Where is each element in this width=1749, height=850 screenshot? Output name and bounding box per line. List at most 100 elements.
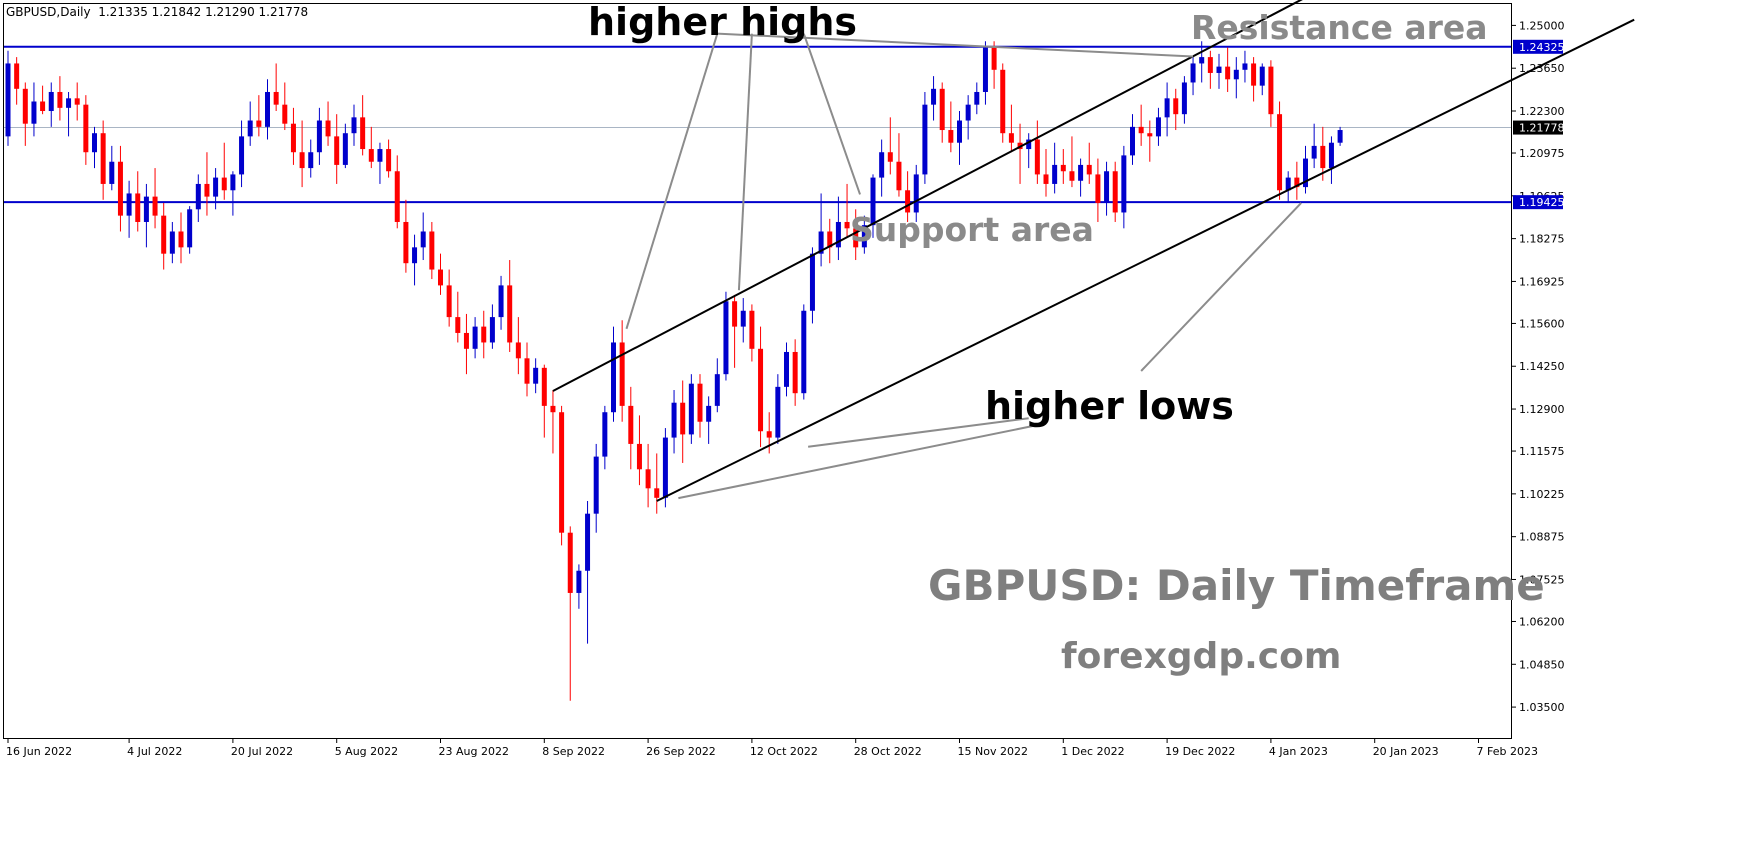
candle xyxy=(1285,171,1291,203)
candle-body xyxy=(57,91,63,108)
candle-body xyxy=(265,91,270,127)
candle xyxy=(740,298,746,343)
candle xyxy=(420,212,426,261)
candle xyxy=(161,202,167,270)
candle xyxy=(394,155,400,229)
candle-body xyxy=(662,437,668,498)
candle xyxy=(92,126,97,169)
candle xyxy=(593,443,599,533)
candle xyxy=(1225,47,1231,92)
candle-body xyxy=(1181,82,1187,115)
higher-lows-label: higher lows xyxy=(985,384,1234,428)
candle xyxy=(213,168,219,210)
candle xyxy=(117,145,123,232)
candle-body xyxy=(611,342,616,413)
candle-body xyxy=(403,221,409,264)
candle-body xyxy=(758,348,764,432)
candle xyxy=(602,405,608,470)
site-watermark: forexgdp.com xyxy=(1061,636,1342,677)
candle-body xyxy=(489,317,495,343)
candle xyxy=(74,82,80,121)
candle xyxy=(671,390,677,454)
candle xyxy=(273,63,279,112)
candle xyxy=(1294,161,1300,200)
x-tick-label: 23 Aug 2022 xyxy=(439,745,509,758)
candle xyxy=(533,358,539,394)
candle-body xyxy=(835,221,841,248)
candle-body xyxy=(784,351,789,387)
candle xyxy=(57,76,63,121)
candle xyxy=(654,453,660,514)
candle xyxy=(524,342,530,397)
higher-highs-label: higher highs xyxy=(588,0,858,44)
trendline-channel-bottom xyxy=(656,18,1635,502)
candle-body xyxy=(92,133,97,153)
candle xyxy=(827,218,833,264)
candle xyxy=(619,320,625,422)
candle-body xyxy=(507,285,513,343)
x-tick-label: 1 Dec 2022 xyxy=(1061,745,1124,758)
candle-body xyxy=(22,88,28,124)
candle-body xyxy=(1199,57,1205,64)
candle xyxy=(195,174,201,222)
annotation-pointer-line xyxy=(1140,202,1302,372)
candle-body xyxy=(472,326,478,349)
candle xyxy=(870,174,876,238)
price-tag-label: 1.21778 xyxy=(1519,122,1565,135)
candle xyxy=(636,415,642,486)
candle xyxy=(931,76,937,121)
candle xyxy=(1052,142,1058,194)
candle-body xyxy=(957,120,962,143)
candle xyxy=(1147,120,1153,162)
candle-body xyxy=(740,310,746,327)
candle-body xyxy=(619,342,625,406)
candle-body xyxy=(818,231,824,254)
candle-body xyxy=(360,117,366,150)
candle xyxy=(14,57,20,105)
candle xyxy=(316,107,322,165)
candle-body xyxy=(100,133,106,184)
candle-body xyxy=(1095,174,1101,203)
candle-body xyxy=(602,412,608,457)
candle xyxy=(1277,101,1283,200)
resistance-area-label: Resistance area xyxy=(1191,8,1488,47)
candle xyxy=(922,91,928,184)
candle-body xyxy=(1069,171,1075,181)
candle-body xyxy=(1034,139,1040,175)
trendlines xyxy=(552,0,1635,502)
candle xyxy=(1173,88,1179,131)
candle xyxy=(22,82,28,146)
candle xyxy=(792,339,798,406)
candle-body xyxy=(559,412,565,533)
candle-body xyxy=(282,104,288,124)
candle-body xyxy=(334,136,340,165)
trendline-channel-top xyxy=(552,0,1303,392)
candle xyxy=(247,101,253,146)
candle xyxy=(169,221,175,264)
candle-body xyxy=(870,177,876,226)
candle-body xyxy=(576,570,582,593)
x-tick-label: 8 Sep 2022 xyxy=(542,745,605,758)
horizontal-levels xyxy=(4,45,1511,204)
candle xyxy=(507,260,513,352)
candle xyxy=(1320,126,1326,181)
candle xyxy=(1190,57,1196,96)
candle xyxy=(1112,161,1118,222)
candle xyxy=(1138,104,1144,146)
candle xyxy=(1242,50,1248,83)
candle xyxy=(31,82,37,137)
x-tick-label: 4 Jan 2023 xyxy=(1269,745,1328,758)
candle xyxy=(1034,120,1040,184)
candle-body xyxy=(861,225,867,248)
candle-body xyxy=(239,136,245,175)
candle-body xyxy=(931,88,937,105)
y-tick-label: 1.04850 xyxy=(1519,658,1565,671)
candle-body xyxy=(723,301,729,375)
candle-body xyxy=(913,174,919,213)
candle-body xyxy=(1164,98,1170,118)
candle-body xyxy=(896,161,902,191)
candle-body xyxy=(135,193,141,222)
candle-body xyxy=(654,488,660,498)
candle xyxy=(5,50,11,146)
candle-body xyxy=(680,402,686,435)
